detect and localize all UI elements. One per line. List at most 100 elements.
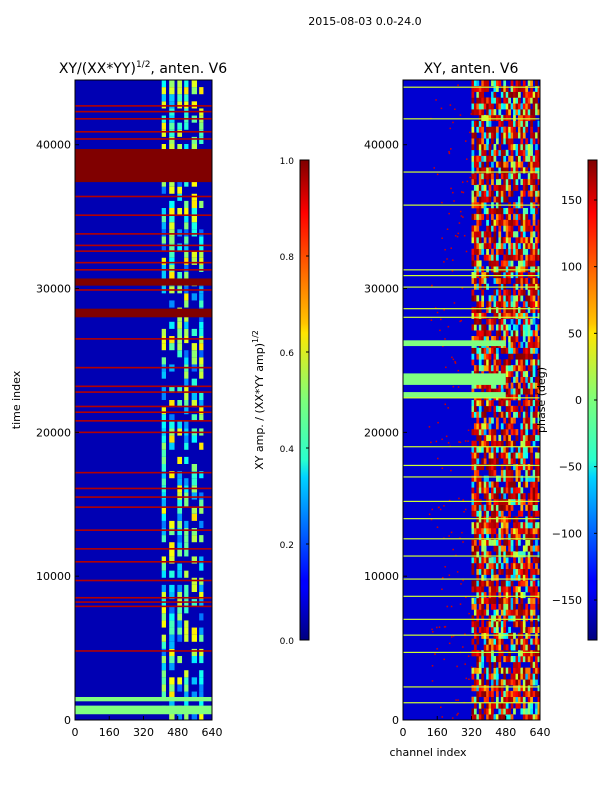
heatmap-cell (532, 242, 536, 250)
heatmap-speckle (450, 636, 453, 638)
heatmap-cell (493, 516, 497, 523)
heatmap-cell (161, 499, 166, 507)
heatmap-cell (530, 388, 533, 395)
heatmap-cell (486, 97, 489, 104)
heatmap-speckle (437, 421, 439, 424)
heatmap-cell (537, 91, 540, 98)
heatmap-cell (527, 353, 531, 360)
heatmap-cell (191, 328, 198, 336)
heatmap-cell (508, 452, 511, 459)
heatmap-cell (486, 365, 489, 372)
x-tick-label: 640 (202, 726, 223, 739)
heatmap-speckle (436, 626, 438, 629)
heatmap-cell (508, 400, 511, 407)
heatmap-speckle (444, 338, 446, 340)
heatmap-cell (495, 423, 499, 430)
heatmap-cell (515, 178, 519, 186)
heatmap-cell (522, 696, 526, 703)
heatmap-cell (503, 656, 507, 663)
heatmap-cell (478, 592, 482, 599)
heatmap-cell (517, 528, 521, 535)
heatmap-cell (471, 638, 475, 645)
heatmap-cell (513, 621, 516, 628)
heatmap-cell (476, 621, 480, 628)
y-tick-label: 30000 (364, 283, 399, 296)
heatmap-cell (530, 656, 533, 663)
heatmap-cell (535, 522, 538, 529)
heatmap-cell (520, 650, 524, 657)
heatmap-cell (177, 528, 183, 536)
heatmap-cell (530, 580, 533, 587)
heatmap-cell (508, 545, 511, 552)
heatmap-cell (476, 155, 480, 162)
heatmap-cell (500, 667, 504, 674)
heatmap-cell (481, 336, 485, 343)
heatmap-cell (184, 435, 189, 443)
heatmap-cell (493, 632, 497, 639)
heatmap-cell (481, 429, 485, 436)
heatmap-cell (471, 312, 475, 319)
heatmap-cell (500, 114, 504, 122)
heatmap-cell (478, 557, 482, 564)
heatmap-cell (483, 359, 487, 366)
heatmap-cell (515, 522, 519, 529)
heatmap-cell (522, 568, 526, 575)
heatmap-cell (478, 522, 482, 529)
heatmap-speckle (464, 633, 466, 635)
heatmap-cell (535, 80, 538, 87)
heatmap-cell (498, 196, 502, 203)
heatmap-cell (493, 510, 497, 517)
heatmap-cell (535, 667, 538, 674)
heatmap-speckle (451, 356, 453, 359)
heatmap-cell (535, 167, 538, 174)
heatmap-cell (510, 394, 514, 401)
heatmap-cell (522, 452, 526, 459)
heatmap-cell (495, 557, 499, 564)
heatmap-cell (527, 173, 531, 180)
heatmap-speckle (430, 319, 433, 321)
heatmap-cell (483, 592, 487, 599)
heatmap-cell (505, 376, 509, 383)
heatmap-cell (478, 714, 482, 720)
heatmap-cell (513, 295, 516, 302)
heatmap-cell (515, 266, 519, 273)
heatmap-cell (184, 535, 189, 543)
heatmap-cell (500, 504, 504, 511)
heatmap-cell (491, 626, 494, 634)
heatmap-cell (471, 504, 475, 511)
heatmap-cell (488, 464, 492, 471)
heatmap-cell (530, 411, 533, 418)
heatmap-cell (483, 632, 487, 639)
heatmap-cell (177, 712, 183, 720)
heatmap-cell (517, 673, 521, 680)
heatmap-cell (505, 103, 509, 110)
heatmap-cell (471, 254, 475, 261)
heatmap-cell (520, 103, 524, 110)
heatmap-cell (199, 506, 204, 514)
heatmap-cell (517, 103, 521, 110)
heatmap-cell (486, 603, 489, 610)
heatmap-cell (510, 545, 514, 552)
heatmap-cell (510, 306, 514, 314)
heatmap-cell (493, 411, 497, 418)
heatmap-cell (508, 132, 511, 139)
heatmap-cell (505, 551, 509, 558)
heatmap-cell (500, 626, 504, 634)
heatmap-cell (525, 545, 529, 552)
heatmap-cell (493, 621, 497, 628)
heatmap-cell (488, 458, 492, 465)
heatmap-cell (510, 190, 514, 197)
heatmap-cell (522, 417, 526, 424)
heatmap-cell (177, 513, 183, 521)
heatmap-cell (515, 685, 519, 692)
phase-line (403, 269, 540, 271)
heatmap-speckle (447, 407, 449, 409)
heatmap-cell (471, 696, 475, 703)
heatmap-cell (500, 632, 504, 639)
heatmap-cell (527, 365, 531, 372)
heatmap-cell (537, 411, 540, 418)
heatmap-cell (177, 563, 183, 571)
heatmap-cell (476, 481, 480, 488)
heatmap-cell (500, 423, 504, 430)
heatmap-speckle (443, 261, 445, 263)
